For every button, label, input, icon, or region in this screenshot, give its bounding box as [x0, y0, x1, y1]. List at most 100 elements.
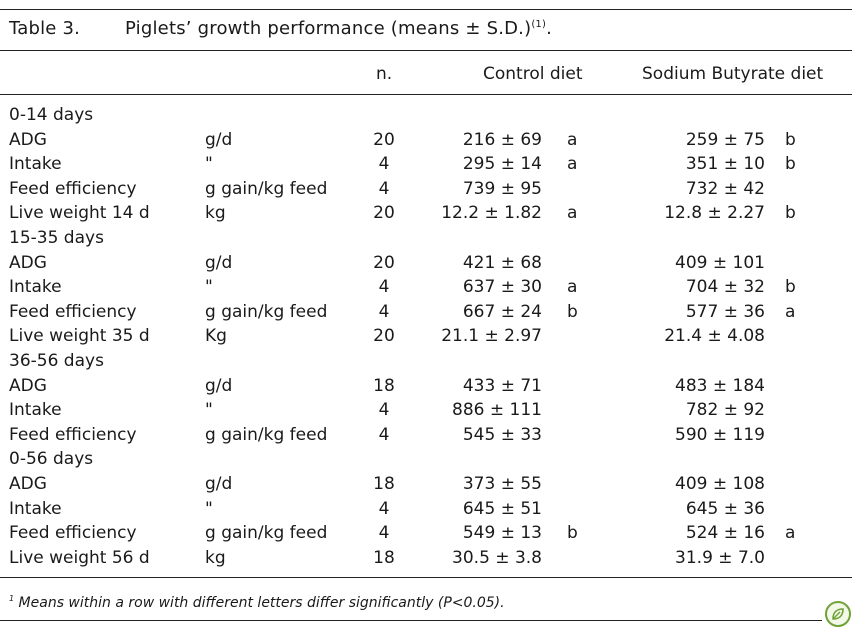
row-label: Feed efficiency — [9, 523, 137, 544]
row-control-letter: a — [567, 277, 578, 298]
row-label: Intake — [9, 277, 62, 298]
row-control-value: 739 ± 95 — [462, 178, 542, 199]
row-control-value: 886 ± 111 — [452, 400, 542, 421]
row-control-value: 645 ± 51 — [462, 498, 542, 519]
row-sodium-butyrate-value: 12.8 ± 2.27 — [664, 203, 765, 224]
row-control-value: 12.2 ± 1.82 — [441, 203, 542, 224]
row-n: 18 — [373, 375, 395, 396]
row-control-value: 637 ± 30 — [462, 277, 542, 298]
period-heading-row: 15-35 days — [0, 228, 852, 252]
footnote: 1 Means within a row with different lett… — [9, 594, 505, 611]
row-label: Live weight 56 d — [9, 547, 150, 568]
row-label: Intake — [9, 400, 62, 421]
footnote-marker: 1 — [9, 594, 15, 603]
table-row: Feed efficiency g gain/kg feed 4 549 ± 13 b 5… — [0, 523, 852, 547]
row-sodium-butyrate-letter: a — [785, 301, 796, 322]
row-control-value: 295 ± 14 — [462, 154, 542, 175]
row-control-letter: a — [567, 129, 578, 150]
table-row: Intake " 4 295 ± 14 a 351 ± 10 b — [0, 154, 852, 178]
period-heading-row: 36-56 days — [0, 351, 852, 375]
row-label: Feed efficiency — [9, 424, 137, 445]
row-label: ADG — [9, 474, 47, 494]
row-sodium-butyrate-value: 577 ± 36 — [685, 301, 765, 322]
table-row: Intake " 4 886 ± 111 782 ± 92 — [0, 400, 852, 424]
header-sodium-butyrate-diet: Sodium Butyrate diet — [642, 64, 824, 84]
row-sodium-butyrate-value: 524 ± 16 — [685, 523, 765, 544]
row-n: 18 — [373, 547, 395, 568]
row-n: 18 — [373, 474, 395, 494]
period-heading-row: 0-14 days — [0, 105, 852, 129]
row-control-value: 216 ± 69 — [462, 129, 542, 150]
table-caption: Table 3. Piglets’ growth performance (mea… — [9, 18, 552, 39]
row-control-value: 30.5 ± 3.8 — [452, 547, 542, 568]
row-control-letter: b — [567, 523, 578, 544]
row-label: 0-14 days — [9, 105, 94, 125]
table-row: Feed efficiency g gain/kg feed 4 667 ± 24 b 5… — [0, 302, 852, 326]
row-label: ADG — [9, 252, 47, 273]
row-label: Feed efficiency — [9, 178, 137, 199]
table-title: Piglets’ growth performance (means ± S.D… — [125, 18, 532, 39]
title-end: . — [546, 18, 553, 39]
row-n: 20 — [373, 252, 395, 273]
row-n: 4 — [378, 400, 390, 421]
header-rule — [0, 94, 852, 95]
row-control-value: 667 ± 24 — [462, 301, 542, 322]
row-unit: " — [205, 400, 213, 421]
row-control-value: 549 ± 13 — [462, 523, 542, 544]
row-control-value: 545 ± 33 — [462, 424, 542, 445]
row-unit: kg — [205, 203, 226, 224]
row-label: Intake — [9, 154, 62, 175]
row-sodium-butyrate-value: 704 ± 32 — [685, 277, 765, 298]
footer-rule — [0, 620, 822, 621]
row-label: Live weight 14 d — [9, 203, 150, 224]
table-row: ADG g/d 18 433 ± 71 483 ± 184 — [0, 376, 852, 400]
row-unit: " — [205, 154, 213, 175]
row-control-value: 373 ± 55 — [462, 474, 542, 494]
row-sodium-butyrate-value: 409 ± 101 — [675, 252, 765, 273]
row-n: 4 — [378, 523, 390, 544]
row-n: 4 — [378, 498, 390, 519]
row-unit: " — [205, 277, 213, 298]
row-sodium-butyrate-letter: b — [785, 154, 796, 175]
row-unit: g gain/kg feed — [205, 178, 328, 199]
row-sodium-butyrate-value: 21.4 ± 4.08 — [664, 326, 765, 347]
row-n: 20 — [373, 203, 395, 224]
row-sodium-butyrate-letter: b — [785, 277, 796, 298]
row-sodium-butyrate-value: 483 ± 184 — [675, 375, 765, 396]
header-control-diet: Control diet — [483, 64, 583, 84]
row-unit: Kg — [205, 326, 227, 347]
title-footnote-ref: (1) — [531, 19, 547, 30]
leaf-logo-icon — [825, 601, 851, 627]
row-sodium-butyrate-value: 31.9 ± 7.0 — [675, 547, 765, 568]
row-n: 4 — [378, 277, 390, 298]
row-n: 20 — [373, 326, 395, 347]
row-label: 36-56 days — [9, 351, 104, 371]
row-sodium-butyrate-letter: a — [785, 523, 796, 544]
row-sodium-butyrate-letter: b — [785, 203, 796, 224]
row-sodium-butyrate-value: 409 ± 108 — [675, 474, 765, 494]
row-sodium-butyrate-value: 782 ± 92 — [685, 400, 765, 421]
row-n: 4 — [378, 178, 390, 199]
top-rule — [0, 9, 852, 10]
header-n: n. — [376, 64, 393, 84]
row-n: 20 — [373, 129, 395, 150]
row-control-letter: a — [567, 154, 578, 175]
row-label: Feed efficiency — [9, 301, 137, 322]
footnote-text: Means within a row with different letter… — [14, 595, 505, 611]
row-label: ADG — [9, 375, 47, 396]
row-n: 4 — [378, 154, 390, 175]
row-unit: g gain/kg feed — [205, 424, 328, 445]
row-n: 4 — [378, 301, 390, 322]
row-control-letter: b — [567, 301, 578, 322]
table-number: Table 3. — [9, 18, 81, 39]
row-label: 15-35 days — [9, 228, 104, 248]
row-control-letter: a — [567, 203, 578, 224]
row-unit: " — [205, 498, 213, 519]
row-label: ADG — [9, 129, 47, 150]
period-heading-row: 0-56 days — [0, 449, 852, 473]
row-unit: g gain/kg feed — [205, 523, 328, 544]
table-row: Live weight 14 d kg 20 12.2 ± 1.82 a 12.8 ± 2… — [0, 203, 852, 227]
row-unit: g/d — [205, 375, 233, 396]
row-label: Live weight 35 d — [9, 326, 150, 347]
row-unit: g/d — [205, 252, 233, 273]
